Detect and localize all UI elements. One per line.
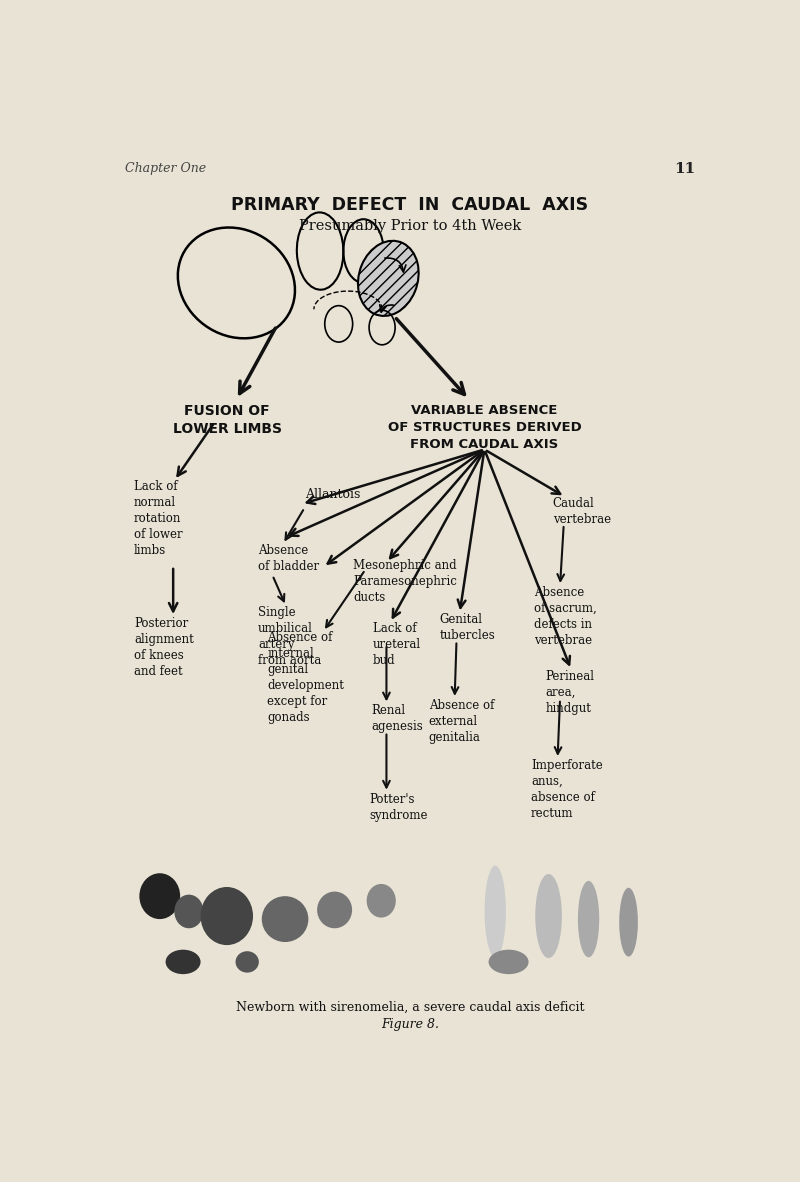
Text: Genital
tubercles: Genital tubercles	[440, 613, 495, 642]
Text: Mesonephric and
Paramesonephric
ducts: Mesonephric and Paramesonephric ducts	[353, 559, 457, 604]
Text: Lack of
ureteral
bud: Lack of ureteral bud	[373, 623, 421, 668]
Text: Chapter One: Chapter One	[125, 162, 206, 175]
Text: Renal
agenesis: Renal agenesis	[371, 704, 423, 733]
Text: Allantois: Allantois	[305, 488, 360, 501]
Text: Single
umbilical
artery
from aorta: Single umbilical artery from aorta	[258, 606, 322, 667]
Text: 11: 11	[674, 162, 695, 176]
Text: Posterior
alignment
of knees
and feet: Posterior alignment of knees and feet	[134, 617, 194, 678]
Text: Newborn with sirenomelia, a severe caudal axis deficit: Newborn with sirenomelia, a severe cauda…	[236, 1001, 584, 1014]
Text: VARIABLE ABSENCE
OF STRUCTURES DERIVED
FROM CAUDAL AXIS: VARIABLE ABSENCE OF STRUCTURES DERIVED F…	[387, 404, 582, 452]
Ellipse shape	[358, 241, 418, 316]
Text: FUSION OF
LOWER LIMBS: FUSION OF LOWER LIMBS	[173, 404, 282, 436]
Text: Potter's
syndrome: Potter's syndrome	[370, 793, 428, 821]
Text: Lack of
normal
rotation
of lower
limbs: Lack of normal rotation of lower limbs	[134, 480, 182, 558]
Text: Imperforate
anus,
absence of
rectum: Imperforate anus, absence of rectum	[531, 759, 602, 820]
Text: PRIMARY  DEFECT  IN  CAUDAL  AXIS: PRIMARY DEFECT IN CAUDAL AXIS	[231, 196, 589, 214]
Text: Absence
of sacrum,
defects in
vertebrae: Absence of sacrum, defects in vertebrae	[534, 586, 597, 647]
Text: Absence
of bladder: Absence of bladder	[258, 544, 319, 573]
Text: Presumably Prior to 4th Week: Presumably Prior to 4th Week	[299, 219, 521, 233]
Text: Absence of
internal
genital
development
except for
gonads: Absence of internal genital development …	[267, 631, 344, 725]
Text: Caudal
vertebrae: Caudal vertebrae	[553, 496, 610, 526]
Text: Absence of
external
genitalia: Absence of external genitalia	[429, 699, 494, 743]
Text: Perineal
area,
hindgut: Perineal area, hindgut	[545, 670, 594, 715]
Text: Figure 8.: Figure 8.	[381, 1019, 439, 1032]
